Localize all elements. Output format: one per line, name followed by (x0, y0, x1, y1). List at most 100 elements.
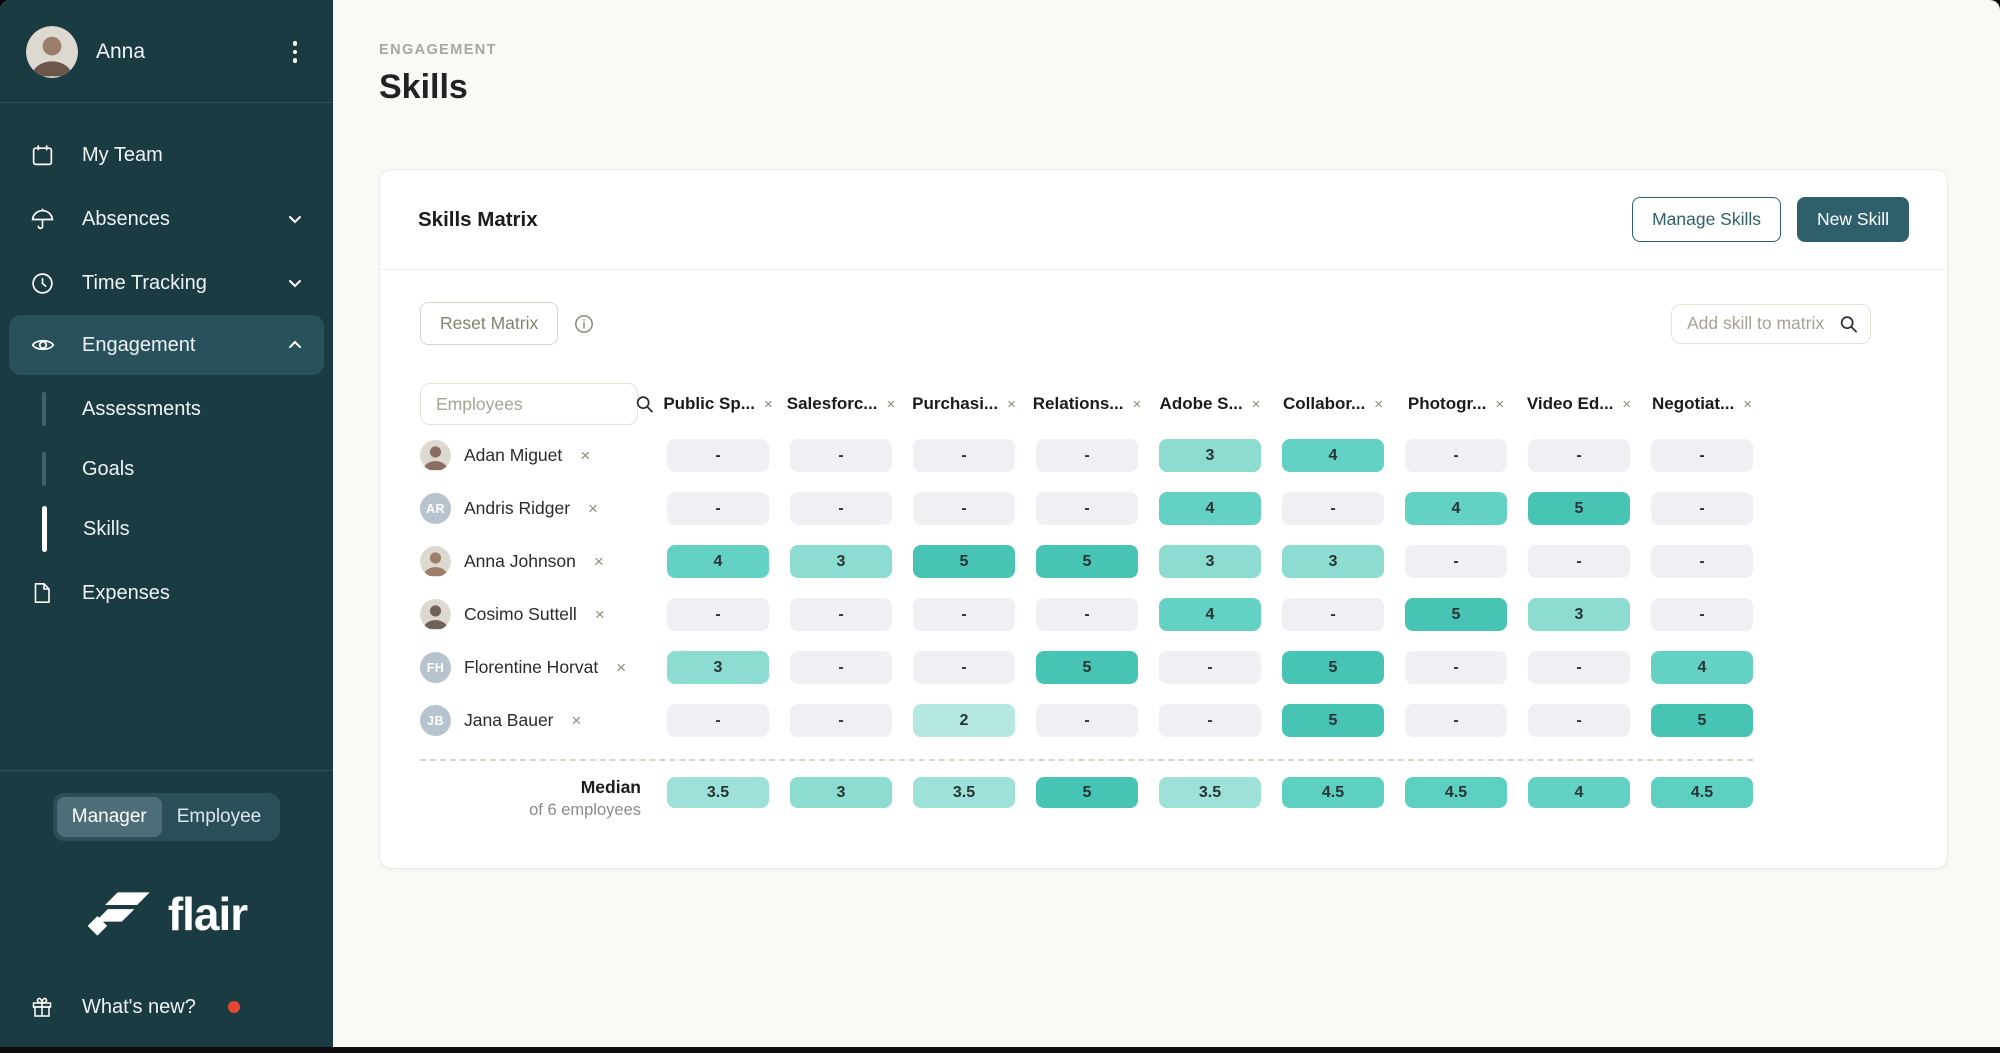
remove-skill-icon[interactable]: × (1132, 395, 1142, 413)
role-toggle[interactable]: Manager Employee (52, 793, 281, 841)
remove-skill-icon[interactable]: × (1743, 395, 1752, 413)
remove-employee-icon[interactable]: × (593, 552, 604, 571)
skill-score-cell[interactable]: - (1528, 651, 1630, 684)
skill-score-cell[interactable]: - (790, 704, 892, 737)
employee-name-cell: Adan Miguet × (420, 440, 667, 471)
sidebar-item-label: My Team (82, 143, 163, 166)
skill-score-cell[interactable]: - (1405, 704, 1507, 737)
sidebar-item-label: Skills (83, 517, 130, 540)
skill-score-cell[interactable]: - (913, 651, 1015, 684)
skill-score-cell[interactable]: - (1651, 598, 1753, 631)
skill-score-cell[interactable]: - (913, 492, 1015, 525)
skill-score-cell[interactable]: - (1405, 545, 1507, 578)
sidebar-item-absences[interactable]: Absences (0, 187, 333, 251)
remove-skill-icon[interactable]: × (763, 395, 773, 413)
skill-score-cell[interactable]: - (1036, 439, 1138, 472)
skill-score-cell[interactable]: - (790, 651, 892, 684)
remove-skill-icon[interactable]: × (886, 395, 896, 413)
remove-skill-icon[interactable]: × (1622, 395, 1632, 413)
skill-score-cell[interactable]: - (1282, 492, 1384, 525)
role-option-employee[interactable]: Employee (176, 806, 262, 827)
sidebar-item-expenses[interactable]: Expenses (0, 561, 333, 625)
skill-score-cell[interactable]: 4 (667, 545, 769, 578)
remove-employee-icon[interactable]: × (588, 499, 598, 518)
skill-score-cell[interactable]: 3 (1282, 545, 1384, 578)
skill-score-cell[interactable]: - (667, 704, 769, 737)
skill-score-cell[interactable]: 4 (1651, 651, 1753, 684)
skill-score-cell[interactable]: - (1651, 492, 1753, 525)
kebab-menu-icon[interactable] (287, 35, 304, 69)
skill-score-cell[interactable]: - (1528, 439, 1630, 472)
remove-employee-icon[interactable]: × (594, 605, 605, 624)
skill-score-cell[interactable]: 3 (1528, 598, 1630, 631)
subitem-indicator (42, 452, 46, 486)
skill-score-cell[interactable]: - (667, 492, 769, 525)
skill-score-cell[interactable]: 4 (1159, 492, 1261, 525)
sidebar-item-goals[interactable]: Goals (0, 439, 333, 499)
skill-score-cell[interactable]: 3 (790, 545, 892, 578)
skill-score-cell[interactable]: 2 (913, 704, 1015, 737)
remove-skill-icon[interactable]: × (1374, 395, 1383, 413)
whats-new-link[interactable]: What's new? (0, 995, 333, 1053)
manage-skills-button[interactable]: Manage Skills (1632, 197, 1782, 242)
remove-skill-icon[interactable]: × (1007, 395, 1016, 413)
skill-score-cell[interactable]: - (913, 598, 1015, 631)
skill-score-cell[interactable]: - (1528, 545, 1630, 578)
skill-score-cell[interactable]: - (1405, 439, 1507, 472)
sidebar-item-my-team[interactable]: My Team (0, 123, 333, 187)
employee-avatar: FH (420, 652, 451, 683)
new-skill-button[interactable]: New Skill (1797, 197, 1909, 242)
skill-column-header: Salesforc... × (787, 394, 896, 414)
skill-score-cell[interactable]: - (667, 439, 769, 472)
skill-score-cell[interactable]: 5 (1405, 598, 1507, 631)
remove-skill-icon[interactable]: × (1495, 395, 1505, 413)
skill-score-cell[interactable]: 5 (1528, 492, 1630, 525)
skill-score-cell[interactable]: - (1282, 598, 1384, 631)
remove-skill-icon[interactable]: × (1251, 395, 1261, 413)
skill-score-cell[interactable]: - (913, 439, 1015, 472)
skill-score-cell[interactable]: - (1159, 651, 1261, 684)
skill-score-cell[interactable]: 4 (1282, 439, 1384, 472)
sidebar-item-engagement[interactable]: Engagement (9, 315, 324, 375)
skill-score-cell[interactable]: 4 (1405, 492, 1507, 525)
skill-score-cell[interactable]: 3 (1159, 439, 1261, 472)
skill-score-cell[interactable]: - (1159, 704, 1261, 737)
sidebar-item-assessments[interactable]: Assessments (0, 379, 333, 439)
info-icon[interactable] (574, 314, 594, 334)
sidebar-item-time-tracking[interactable]: Time Tracking (0, 251, 333, 315)
skill-score-cell[interactable]: 3 (667, 651, 769, 684)
skill-score-cell[interactable]: 3 (1159, 545, 1261, 578)
skill-score-cell[interactable]: - (790, 439, 892, 472)
skill-score-cell[interactable]: 5 (1651, 704, 1753, 737)
skill-score-cell[interactable]: 5 (1036, 651, 1138, 684)
sidebar-item-skills[interactable]: Skills (0, 499, 333, 559)
skill-score-cell[interactable]: 4 (1159, 598, 1261, 631)
remove-employee-icon[interactable]: × (571, 711, 582, 730)
skill-score-cell[interactable]: - (1651, 439, 1753, 472)
employees-search-input[interactable] (420, 383, 638, 425)
skill-score-cell[interactable]: - (1036, 704, 1138, 737)
skill-score-cell[interactable]: - (790, 492, 892, 525)
skill-score-cell[interactable]: - (1036, 492, 1138, 525)
chevron-down-icon (287, 211, 303, 227)
skill-score-cell[interactable]: 5 (1282, 704, 1384, 737)
remove-employee-icon[interactable]: × (580, 446, 591, 465)
add-skill-input[interactable] (1671, 303, 1871, 344)
skill-score-cell[interactable]: - (1405, 651, 1507, 684)
user-menu[interactable]: Anna (0, 0, 333, 102)
role-option-manager[interactable]: Manager (56, 797, 162, 837)
skill-score-cell[interactable]: 5 (1282, 651, 1384, 684)
skill-score-cell[interactable]: 5 (1036, 545, 1138, 578)
reset-matrix-button[interactable]: Reset Matrix (420, 302, 559, 345)
skill-score-cell[interactable]: 5 (913, 545, 1015, 578)
employee-name: Adan Miguet (464, 445, 563, 465)
employee-name: Jana Bauer (464, 710, 554, 730)
skill-score-cell[interactable]: - (790, 598, 892, 631)
skill-score-cell[interactable]: - (667, 598, 769, 631)
median-score-cell: 3.5 (667, 777, 769, 808)
skill-score-cell[interactable]: - (1036, 598, 1138, 631)
skill-score-cell[interactable]: - (1528, 704, 1630, 737)
skill-score-cell[interactable]: - (1651, 545, 1753, 578)
remove-employee-icon[interactable]: × (616, 658, 627, 677)
skill-column-header: Public Sp... × (663, 394, 772, 414)
